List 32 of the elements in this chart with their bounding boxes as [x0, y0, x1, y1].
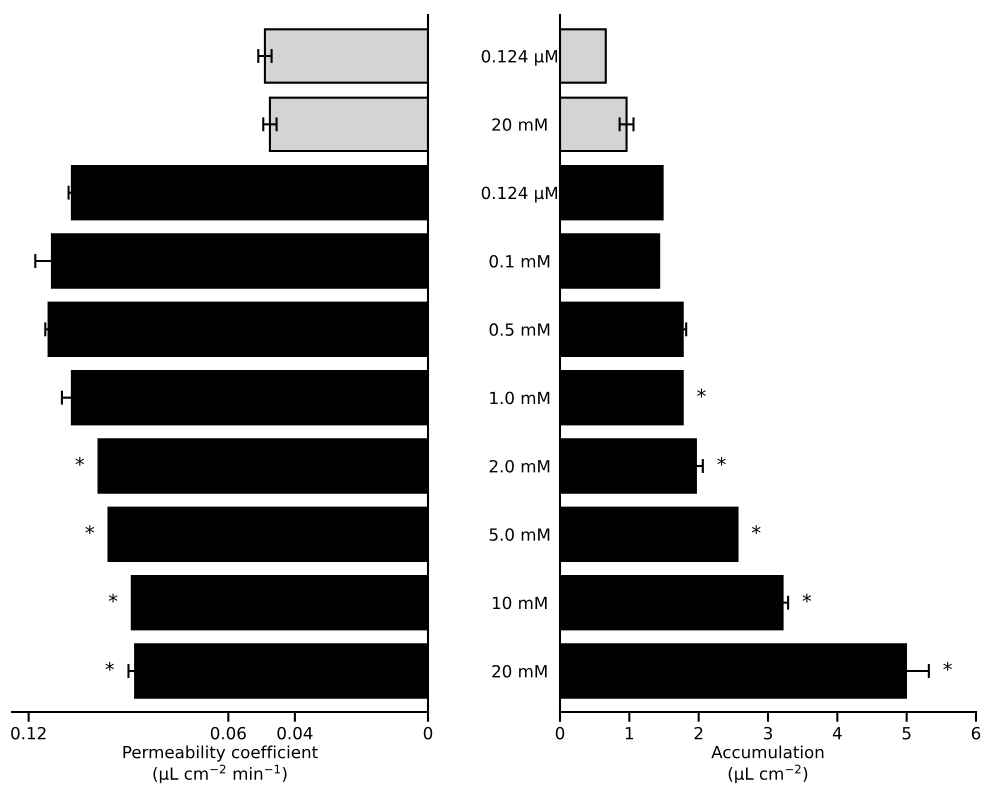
x-tick-label: 6	[972, 726, 980, 740]
x-tick-label: 4	[832, 727, 842, 740]
x-tick-label: 2	[694, 726, 702, 740]
y-tick-label: 0.124 μM	[482, 186, 558, 202]
x-tick-label: 0	[424, 726, 432, 740]
annotation: *	[717, 456, 726, 466]
x-tick-label: 3	[764, 726, 772, 740]
y-tick-label: 0.1 mM	[490, 254, 550, 268]
x-tick-label: 0.12	[11, 726, 46, 740]
x-tick-label: 5	[902, 727, 911, 740]
y-tick-label: 0.124 μM	[482, 50, 558, 66]
annotation: *	[105, 662, 114, 671]
x-tick-label: 0.04	[277, 726, 312, 740]
x-tick-label: 0	[556, 726, 564, 740]
annotation: *	[75, 456, 84, 466]
annotation: *	[697, 388, 706, 398]
y-tick-label: 10 mM	[492, 596, 547, 610]
x-tick-label: 0.06	[210, 726, 246, 740]
annotation: *	[108, 594, 118, 602]
annotation: *	[943, 662, 952, 671]
y-tick-label: 20 mM	[492, 664, 547, 678]
y-tick-label: 20 mM	[492, 118, 547, 131]
annotation: *	[85, 525, 94, 534]
x-axis-title: Accumulation (μL cm$^{−2}$)	[711, 745, 824, 784]
annotation: *	[752, 525, 761, 534]
y-tick-label: 1.0 mM	[490, 392, 550, 404]
annotation: *	[802, 594, 812, 602]
y-tick-label: 0.5 mM	[490, 323, 550, 336]
x-axis-title: Permeability coefficient (μL cm$^{−2}$ min$^{−1}$)	[124, 745, 318, 784]
y-tick-label: 2.0 mM	[490, 460, 550, 473]
y-tick-label: 5.0 mM	[490, 528, 550, 541]
x-tick-label: 1	[626, 727, 634, 740]
